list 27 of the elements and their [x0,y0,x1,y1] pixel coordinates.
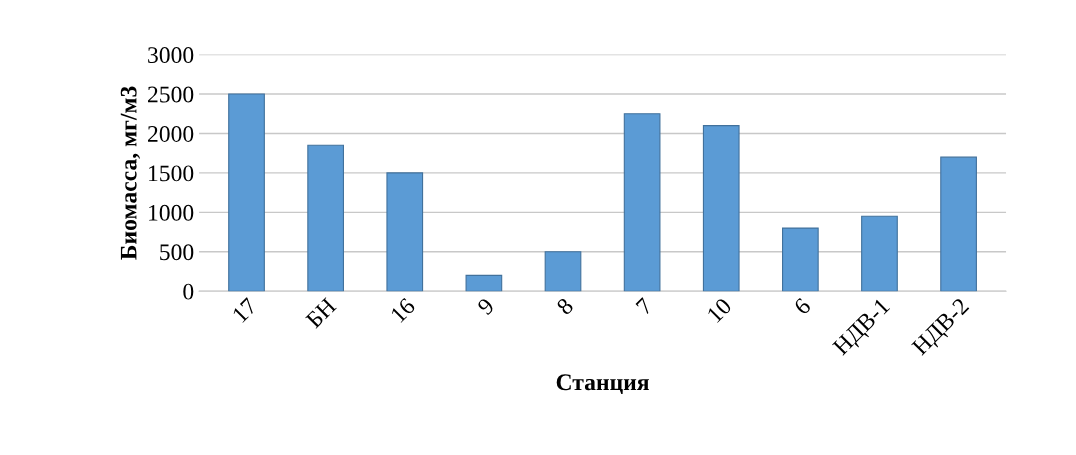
x-tick-label: 7 [635,297,654,315]
bar [544,251,582,292]
bar [386,172,424,292]
y-tick-label: 1500 [149,165,194,182]
x-tick-label: 16 [390,297,417,324]
y-tick-label: 3000 [148,47,194,64]
x-tick-label: 6 [793,297,812,316]
y-tick-label: 500 [160,244,194,261]
y-tick-label: 0 [183,283,194,300]
y-tick-label: 2000 [148,125,194,142]
bar [861,215,898,292]
bar [940,156,977,292]
x-tick-label: 10 [706,297,733,324]
bar [228,93,265,292]
x-axis-title: Станция [556,374,649,395]
x-tick-label: 17 [231,297,258,323]
bar [307,144,345,292]
x-tick-label: БН [305,297,337,329]
bar [702,125,740,292]
y-tick-label: 2500 [148,86,194,103]
bar [623,113,661,292]
x-tick-label: 8 [555,297,575,316]
bar [781,227,819,292]
y-axis-title: Биомасса, мг/м3 [120,86,141,260]
y-tick-label: 1000 [149,204,194,221]
x-tick-label: 9 [476,297,495,316]
bar [465,274,503,292]
